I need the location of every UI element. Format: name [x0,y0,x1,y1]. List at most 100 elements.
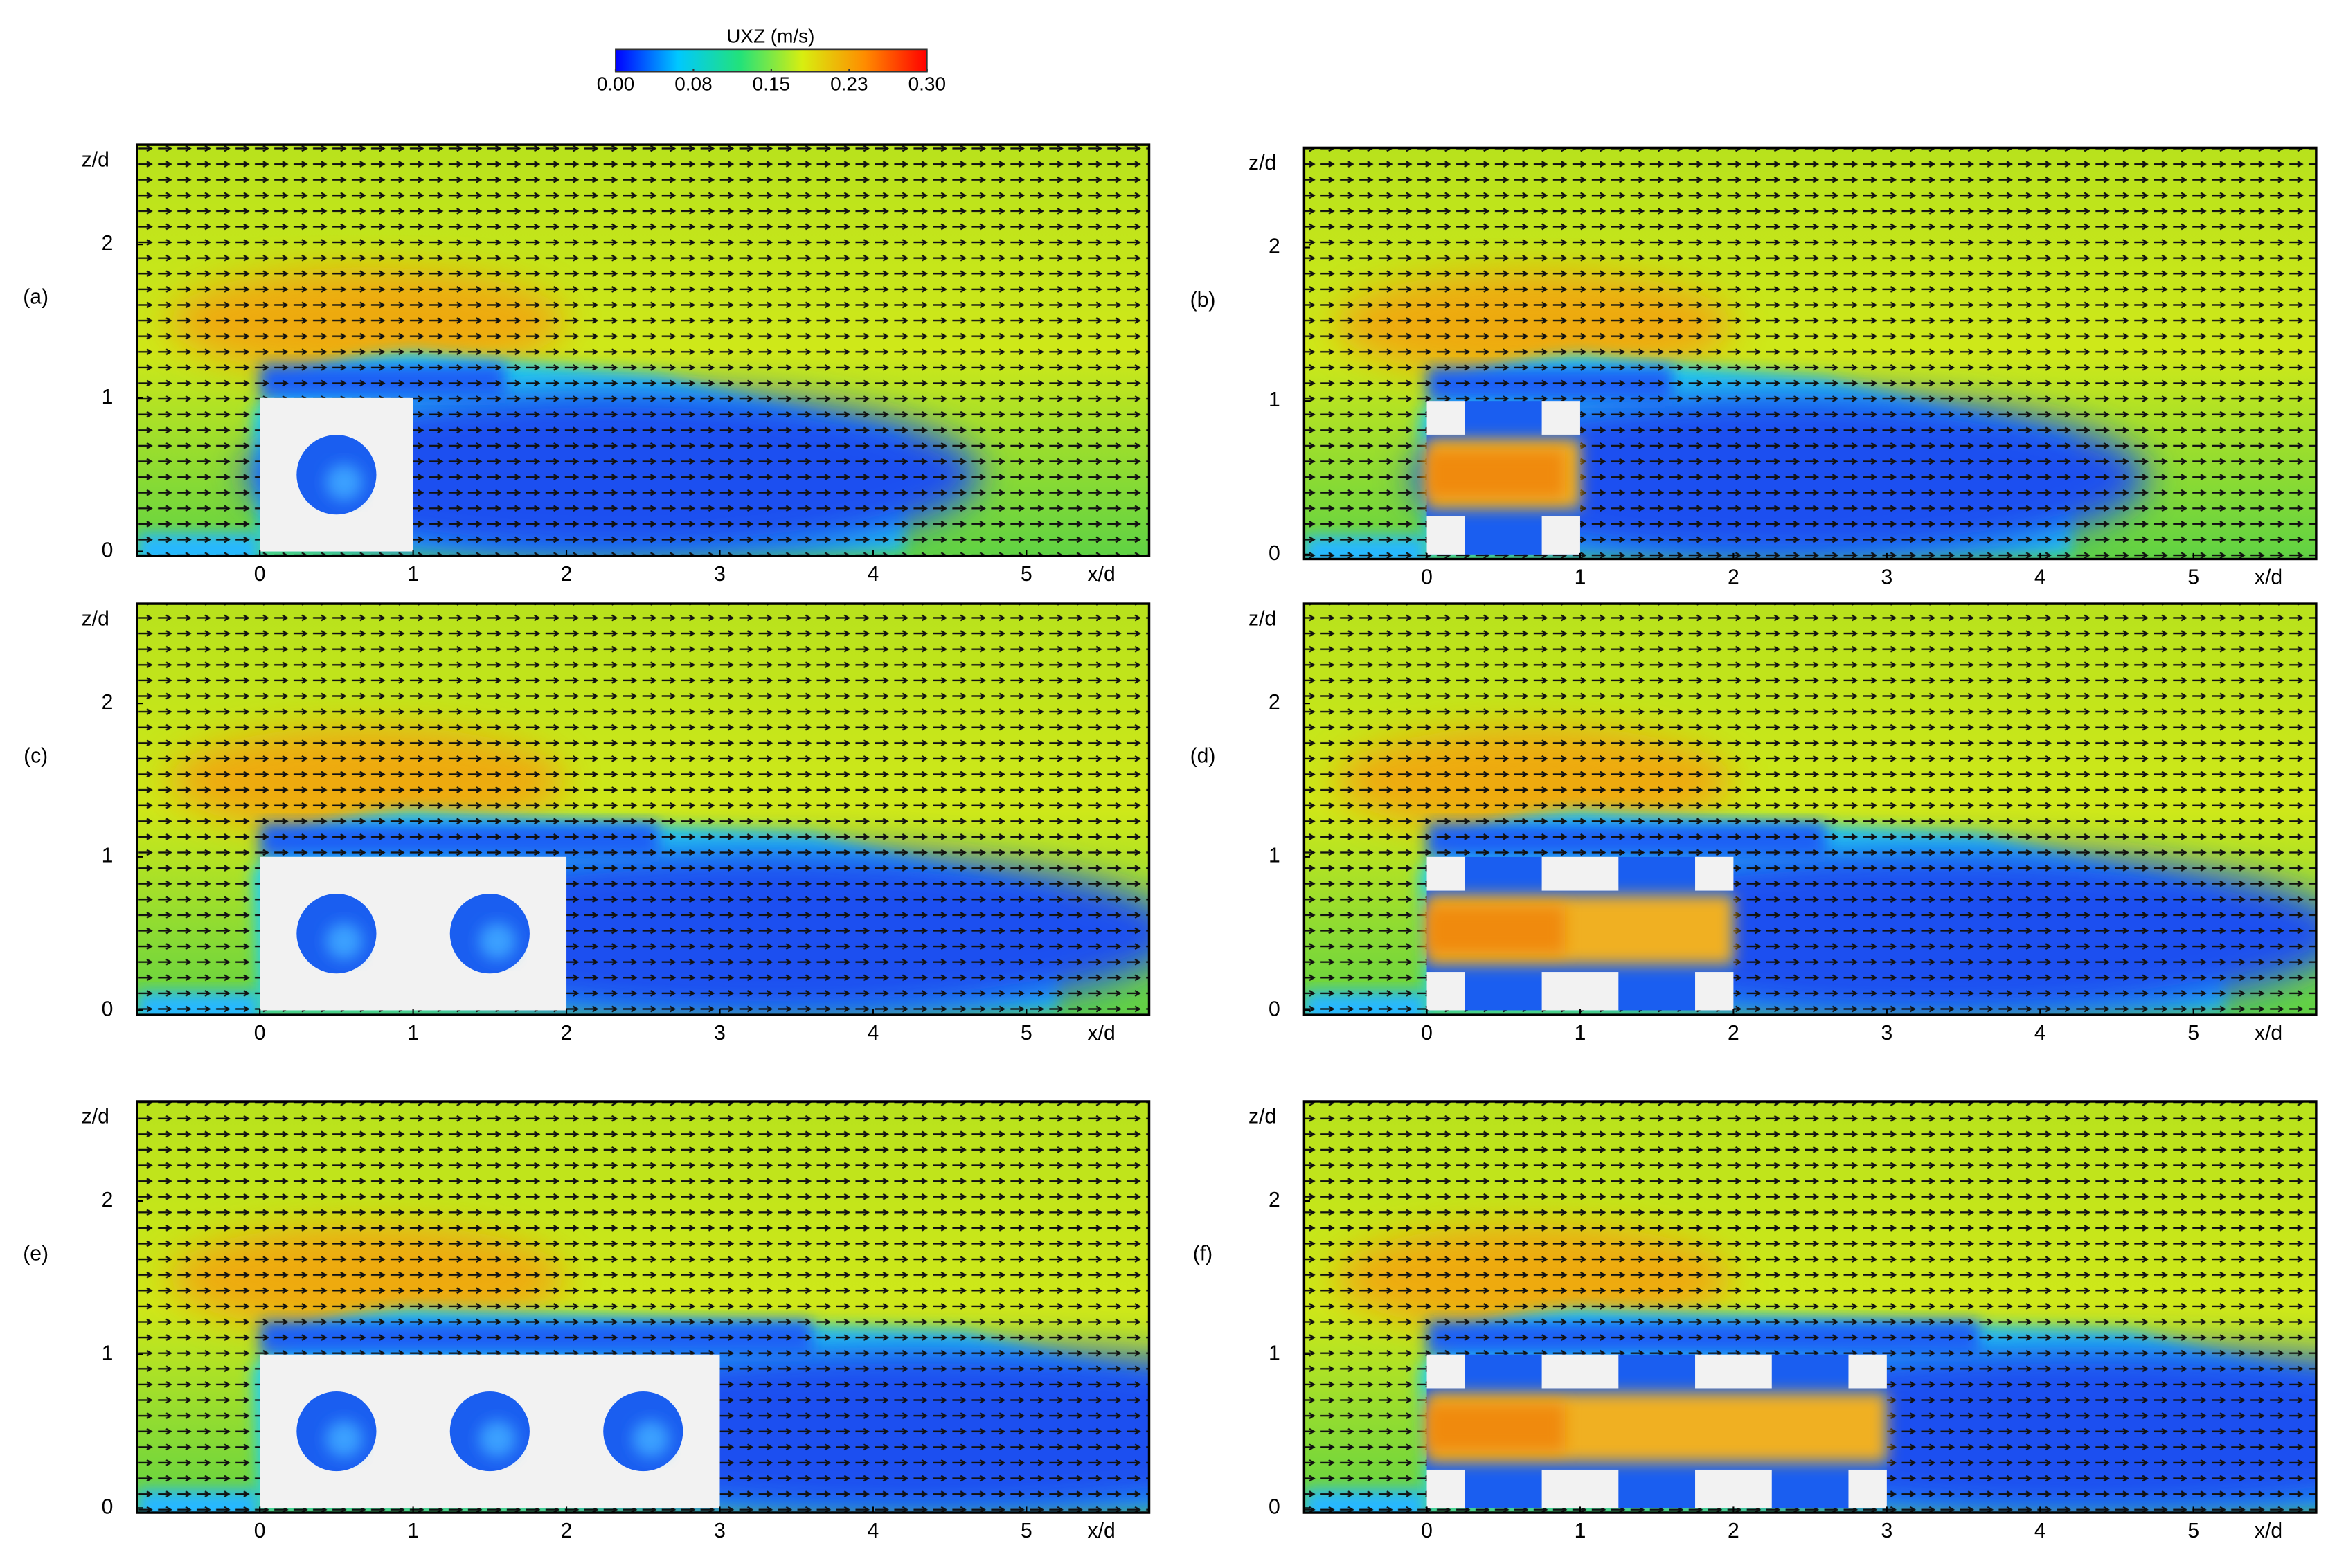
y-axis-label: z/d [82,149,109,172]
y-axis-label: z/d [82,1106,109,1128]
x-tick-label: 3 [714,1520,726,1542]
flow-field [137,1101,1149,1513]
channel-jet-core [1426,905,1565,954]
y-tick-label: 1 [102,386,114,408]
x-axis-label: x/d [1088,1520,1116,1542]
colorbar: UXZ (m/s) 0.00 0.08 0.15 0.23 0.30 [597,26,946,95]
x-tick-label: 4 [2034,566,2046,588]
x-tick-label: 1 [1575,566,1586,588]
x-tick-label: 0 [1421,1520,1433,1542]
colorbar-title: UXZ (m/s) [726,26,814,47]
pipe-core [325,464,363,501]
panel-label: (c) [24,745,48,768]
x-tick-label: 3 [1881,566,1892,588]
solid-block [1541,1469,1619,1508]
y-tick-label: 1 [102,1342,114,1365]
channel-jet-core [1426,450,1565,498]
plot-frame [1302,602,2318,1016]
panel: 0 1 2 3 4 5 0 1 2 x/d z/d (a) [23,143,1151,586]
x-tick-label: 5 [2187,1022,2199,1045]
x-tick-label: 5 [1021,1022,1032,1045]
x-tick-label: 4 [868,1520,879,1542]
solid-block [1541,1354,1619,1389]
plot-frame [1302,1100,2318,1514]
x-tick-label: 4 [868,1022,879,1045]
solid-block [1426,972,1465,1011]
y-tick-label: 0 [102,998,114,1020]
panel-label: (b) [1190,289,1216,312]
flow-field [1304,604,2316,1016]
x-tick-label: 3 [1881,1520,1892,1542]
y-tick-label: 2 [1269,235,1280,258]
solid-block [1541,856,1619,891]
colorbar-tick-label: 0.30 [908,73,946,94]
solid-block [1541,972,1619,1011]
solid-block [1426,1354,1465,1389]
panel: 0 1 2 3 4 5 0 1 2 x/d z/d (c) [24,602,1151,1045]
x-tick-label: 5 [2187,1520,2199,1542]
x-tick-label: 0 [1421,566,1433,588]
solid-block [1695,972,1734,1011]
y-axis-label: z/d [1248,1106,1276,1128]
x-axis-label: x/d [1088,1022,1116,1045]
pipe-core [478,1421,516,1458]
pipe-core [632,1421,670,1458]
solid-block [1848,1469,1887,1508]
colorbar-tick-label: 0.15 [753,73,790,94]
solid-block [1541,401,1580,435]
solid-block [1695,1354,1772,1389]
x-tick-label: 1 [1575,1022,1586,1045]
x-tick-label: 1 [407,1022,419,1045]
x-tick-label: 2 [561,1520,573,1542]
pipe-core [478,923,516,960]
solid-block [1541,516,1580,555]
solid-block [1426,1469,1465,1508]
x-tick-label: 2 [1728,1520,1739,1542]
x-tick-label: 2 [1728,1022,1739,1045]
x-tick-label: 1 [407,563,419,586]
plot-frame [1302,146,2318,561]
x-tick-label: 5 [1021,1520,1032,1542]
panel-label: (f) [1193,1243,1212,1265]
x-tick-label: 2 [1728,566,1739,588]
panel: 0 1 2 3 4 5 0 1 2 x/d z/d (d) [1190,602,2318,1045]
x-tick-label: 4 [868,563,879,586]
x-axis-label: x/d [1088,563,1116,586]
x-axis-label: x/d [2255,566,2282,588]
solid-block [1695,1469,1772,1508]
x-tick-label: 0 [1421,1022,1433,1045]
pipe-core [325,1421,363,1458]
x-tick-label: 3 [1881,1022,1892,1045]
solid-block [1426,856,1465,891]
y-tick-label: 2 [1269,691,1280,714]
y-tick-label: 1 [102,845,114,867]
plot-frame [136,143,1151,557]
y-axis-label: z/d [1248,152,1276,174]
panel: 0 1 2 3 4 5 0 1 2 x/d z/d (f) [1193,1100,2318,1542]
y-tick-label: 2 [102,691,114,714]
y-tick-label: 0 [1269,998,1280,1020]
panel: 0 1 2 3 4 5 0 1 2 x/d z/d (e) [23,1100,1151,1542]
colorbar-scale [615,48,928,73]
solid-block [1426,516,1465,555]
y-tick-label: 0 [1269,1495,1280,1518]
y-tick-label: 2 [102,232,114,255]
panel-label: (a) [23,286,48,309]
y-tick-label: 0 [102,539,114,561]
y-tick-label: 1 [1269,1342,1280,1365]
colorbar-tick-label: 0.00 [597,73,634,94]
x-tick-label: 0 [254,1022,266,1045]
colorbar-tick-label: 0.23 [830,73,868,94]
x-tick-label: 0 [254,563,266,586]
y-axis-label: z/d [82,608,109,631]
channel-jet-core [1426,1403,1565,1452]
y-tick-label: 1 [1269,845,1280,867]
y-tick-label: 1 [1269,388,1280,411]
y-axis-label: z/d [1248,608,1276,631]
flow-field [137,604,1149,1016]
y-tick-label: 2 [102,1189,114,1211]
x-tick-label: 0 [254,1520,266,1542]
pipe-core [325,923,363,960]
x-tick-label: 1 [1575,1520,1586,1542]
